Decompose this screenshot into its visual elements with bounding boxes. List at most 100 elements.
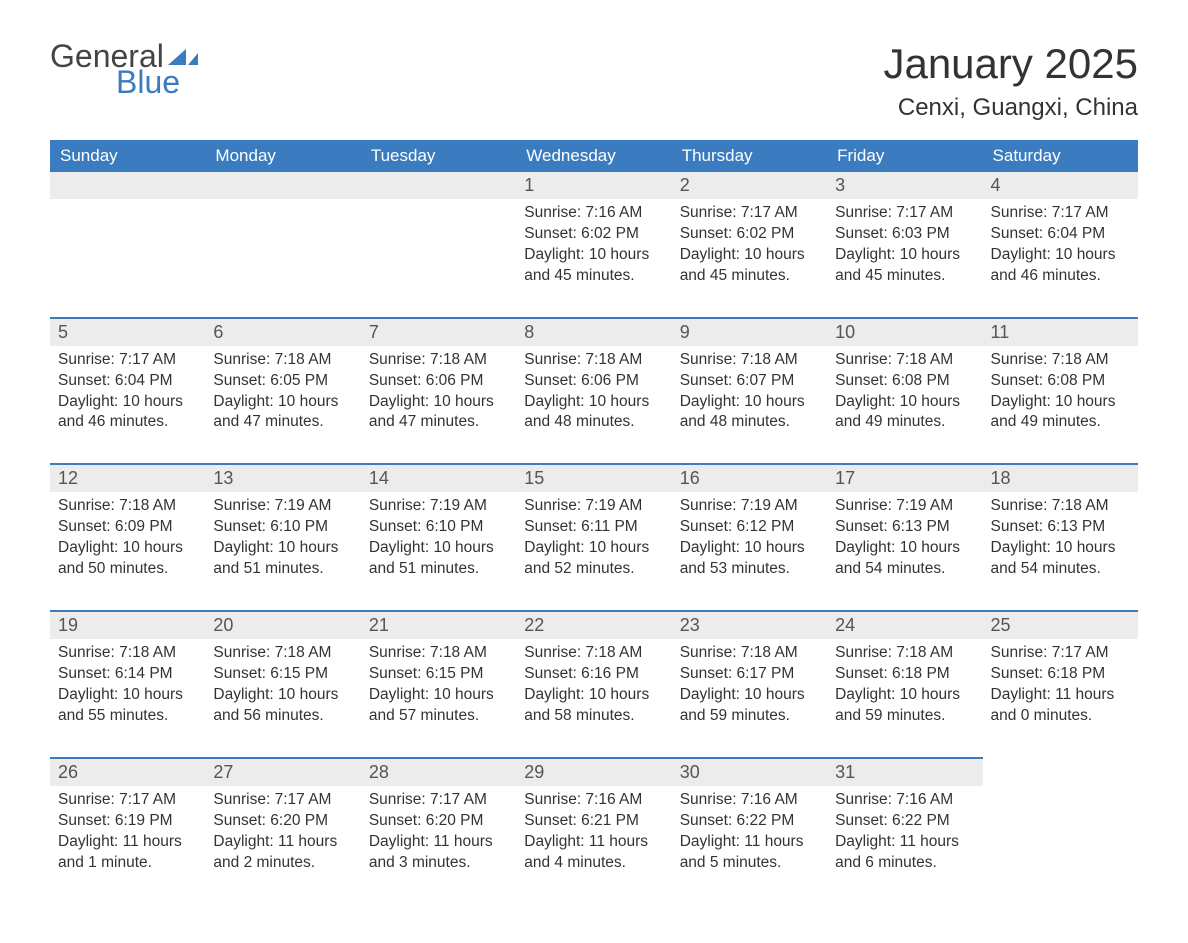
day-content: Sunrise: 7:18 AMSunset: 6:14 PMDaylight:… (50, 639, 205, 757)
sunset-line: Sunset: 6:07 PM (680, 371, 819, 392)
month-title: January 2025 (883, 40, 1138, 88)
week-row: 1Sunrise: 7:16 AMSunset: 6:02 PMDaylight… (50, 172, 1138, 317)
sunrise-line: Sunrise: 7:17 AM (58, 350, 197, 371)
day-number: 13 (205, 463, 360, 492)
day-cell: 11Sunrise: 7:18 AMSunset: 6:08 PMDayligh… (983, 317, 1138, 464)
day-number: 25 (983, 610, 1138, 639)
sunset-line: Sunset: 6:20 PM (213, 811, 352, 832)
sunrise-line: Sunrise: 7:17 AM (58, 790, 197, 811)
day-number: 22 (516, 610, 671, 639)
day-cell: 30Sunrise: 7:16 AMSunset: 6:22 PMDayligh… (672, 757, 827, 904)
sunrise-line: Sunrise: 7:18 AM (991, 496, 1130, 517)
sunset-line: Sunset: 6:10 PM (213, 517, 352, 538)
sunset-line: Sunset: 6:10 PM (369, 517, 508, 538)
daylight-line: Daylight: 10 hours and 59 minutes. (680, 685, 819, 727)
daylight-line: Daylight: 10 hours and 51 minutes. (213, 538, 352, 580)
sunrise-line: Sunrise: 7:17 AM (991, 643, 1130, 664)
day-header: Thursday (672, 140, 827, 172)
day-cell: 14Sunrise: 7:19 AMSunset: 6:10 PMDayligh… (361, 463, 516, 610)
day-number: 15 (516, 463, 671, 492)
day-cell: 19Sunrise: 7:18 AMSunset: 6:14 PMDayligh… (50, 610, 205, 757)
day-number: 5 (50, 317, 205, 346)
day-cell: 17Sunrise: 7:19 AMSunset: 6:13 PMDayligh… (827, 463, 982, 610)
day-content: Sunrise: 7:16 AMSunset: 6:22 PMDaylight:… (827, 786, 982, 904)
day-cell: 18Sunrise: 7:18 AMSunset: 6:13 PMDayligh… (983, 463, 1138, 610)
sunrise-line: Sunrise: 7:18 AM (58, 496, 197, 517)
day-cell (50, 172, 205, 317)
sunset-line: Sunset: 6:12 PM (680, 517, 819, 538)
sunset-line: Sunset: 6:03 PM (835, 224, 974, 245)
sunset-line: Sunset: 6:08 PM (835, 371, 974, 392)
day-cell: 9Sunrise: 7:18 AMSunset: 6:07 PMDaylight… (672, 317, 827, 464)
day-number: 16 (672, 463, 827, 492)
day-header: Monday (205, 140, 360, 172)
day-content: Sunrise: 7:17 AMSunset: 6:20 PMDaylight:… (205, 786, 360, 904)
day-number: 6 (205, 317, 360, 346)
day-number: 24 (827, 610, 982, 639)
daylight-line: Daylight: 10 hours and 45 minutes. (680, 245, 819, 287)
day-content: Sunrise: 7:18 AMSunset: 6:07 PMDaylight:… (672, 346, 827, 464)
sunrise-line: Sunrise: 7:19 AM (835, 496, 974, 517)
sunset-line: Sunset: 6:18 PM (991, 664, 1130, 685)
week-row: 12Sunrise: 7:18 AMSunset: 6:09 PMDayligh… (50, 463, 1138, 610)
day-content: Sunrise: 7:19 AMSunset: 6:12 PMDaylight:… (672, 492, 827, 610)
sunrise-line: Sunrise: 7:16 AM (680, 790, 819, 811)
sunrise-line: Sunrise: 7:18 AM (369, 643, 508, 664)
week-row: 26Sunrise: 7:17 AMSunset: 6:19 PMDayligh… (50, 757, 1138, 904)
day-number: 8 (516, 317, 671, 346)
daylight-line: Daylight: 10 hours and 46 minutes. (991, 245, 1130, 287)
day-cell: 23Sunrise: 7:18 AMSunset: 6:17 PMDayligh… (672, 610, 827, 757)
day-cell: 8Sunrise: 7:18 AMSunset: 6:06 PMDaylight… (516, 317, 671, 464)
day-content: Sunrise: 7:18 AMSunset: 6:09 PMDaylight:… (50, 492, 205, 610)
daylight-line: Daylight: 11 hours and 1 minute. (58, 832, 197, 874)
day-content: Sunrise: 7:19 AMSunset: 6:10 PMDaylight:… (361, 492, 516, 610)
empty-day-content (361, 199, 516, 309)
day-number: 11 (983, 317, 1138, 346)
daylight-line: Daylight: 10 hours and 45 minutes. (835, 245, 974, 287)
day-number: 27 (205, 757, 360, 786)
daylight-line: Daylight: 11 hours and 2 minutes. (213, 832, 352, 874)
sunset-line: Sunset: 6:14 PM (58, 664, 197, 685)
sunrise-line: Sunrise: 7:18 AM (835, 643, 974, 664)
week-row: 5Sunrise: 7:17 AMSunset: 6:04 PMDaylight… (50, 317, 1138, 464)
empty-day-content (50, 199, 205, 309)
day-number: 29 (516, 757, 671, 786)
day-content: Sunrise: 7:18 AMSunset: 6:15 PMDaylight:… (361, 639, 516, 757)
logo-text-blue: Blue (116, 66, 198, 98)
day-content: Sunrise: 7:17 AMSunset: 6:20 PMDaylight:… (361, 786, 516, 904)
day-number: 3 (827, 172, 982, 199)
sunrise-line: Sunrise: 7:17 AM (213, 790, 352, 811)
day-content: Sunrise: 7:19 AMSunset: 6:11 PMDaylight:… (516, 492, 671, 610)
daylight-line: Daylight: 10 hours and 49 minutes. (991, 392, 1130, 434)
day-number: 18 (983, 463, 1138, 492)
sunrise-line: Sunrise: 7:18 AM (58, 643, 197, 664)
empty-day-bar (205, 172, 360, 199)
day-content: Sunrise: 7:18 AMSunset: 6:17 PMDaylight:… (672, 639, 827, 757)
day-number: 17 (827, 463, 982, 492)
day-content: Sunrise: 7:18 AMSunset: 6:08 PMDaylight:… (983, 346, 1138, 464)
day-content: Sunrise: 7:18 AMSunset: 6:16 PMDaylight:… (516, 639, 671, 757)
day-header: Sunday (50, 140, 205, 172)
day-cell: 28Sunrise: 7:17 AMSunset: 6:20 PMDayligh… (361, 757, 516, 904)
day-number: 30 (672, 757, 827, 786)
daylight-line: Daylight: 11 hours and 5 minutes. (680, 832, 819, 874)
location-label: Cenxi, Guangxi, China (883, 94, 1138, 122)
day-number: 1 (516, 172, 671, 199)
day-cell: 10Sunrise: 7:18 AMSunset: 6:08 PMDayligh… (827, 317, 982, 464)
sunrise-line: Sunrise: 7:17 AM (835, 203, 974, 224)
sunrise-line: Sunrise: 7:16 AM (835, 790, 974, 811)
daylight-line: Daylight: 10 hours and 47 minutes. (213, 392, 352, 434)
sunset-line: Sunset: 6:15 PM (213, 664, 352, 685)
sunrise-line: Sunrise: 7:18 AM (835, 350, 974, 371)
day-cell: 31Sunrise: 7:16 AMSunset: 6:22 PMDayligh… (827, 757, 982, 904)
day-number: 14 (361, 463, 516, 492)
day-header: Friday (827, 140, 982, 172)
day-cell: 26Sunrise: 7:17 AMSunset: 6:19 PMDayligh… (50, 757, 205, 904)
daylight-line: Daylight: 10 hours and 48 minutes. (524, 392, 663, 434)
daylight-line: Daylight: 10 hours and 53 minutes. (680, 538, 819, 580)
sunset-line: Sunset: 6:11 PM (524, 517, 663, 538)
day-number: 10 (827, 317, 982, 346)
sunrise-line: Sunrise: 7:16 AM (524, 203, 663, 224)
day-cell: 12Sunrise: 7:18 AMSunset: 6:09 PMDayligh… (50, 463, 205, 610)
sunrise-line: Sunrise: 7:18 AM (680, 643, 819, 664)
